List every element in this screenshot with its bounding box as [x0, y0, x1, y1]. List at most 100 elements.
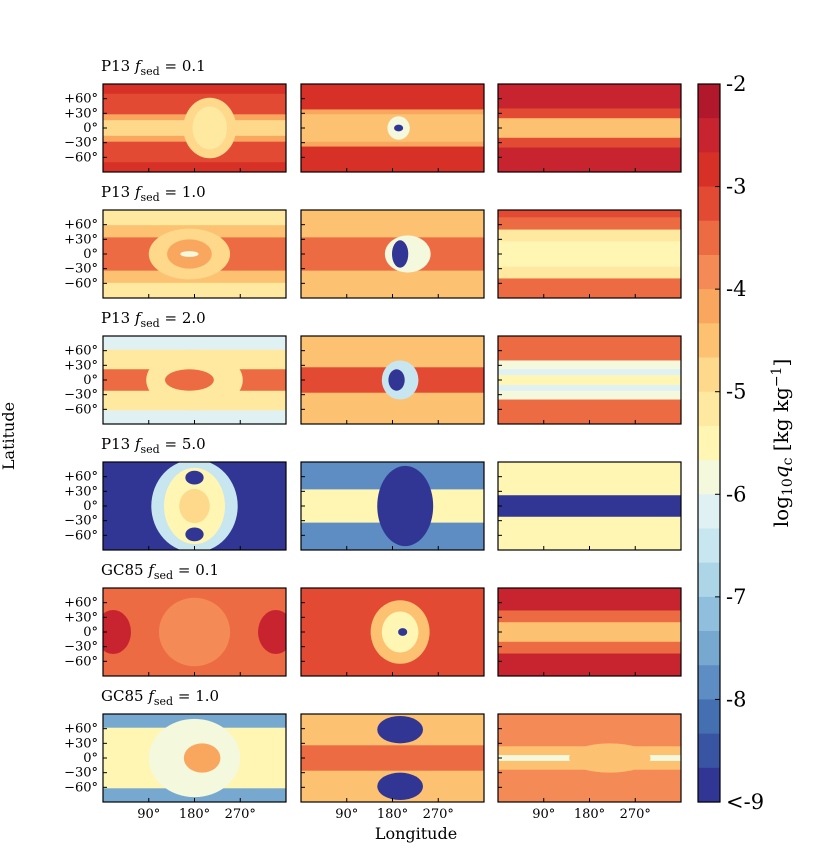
y-tick-label: +30°	[64, 484, 98, 499]
cloud-feature	[377, 715, 423, 744]
map-panel: +60°+30°0°−30°−60° 90° 180° 270°	[64, 713, 287, 822]
map-panel: 90° 180° 270°	[300, 713, 485, 822]
x-tick-label: 270°	[423, 807, 454, 822]
y-tick-label: −30°	[64, 262, 98, 277]
map-panel: +60°+30°0°−30°−60°	[64, 335, 287, 425]
row-fsed-subscript: sed	[154, 569, 173, 582]
map-panel: +60°+30°0°−30°−60°	[64, 461, 287, 551]
colorbar-segment	[698, 562, 720, 598]
row-fsed-subscript: sed	[141, 191, 160, 204]
map-panel	[300, 461, 485, 551]
colorbar-segment	[698, 733, 720, 769]
x-tick-label: 90°	[335, 807, 358, 822]
map-panel	[497, 335, 682, 425]
row-model-label: P13	[101, 435, 135, 453]
x-tick-label: 180°	[574, 807, 605, 822]
y-tick-label: −60°	[64, 150, 98, 165]
y-tick-label: 0°	[83, 121, 98, 136]
colorbar-label-units-sup: −1	[769, 367, 785, 388]
y-tick-label: +60°	[64, 218, 98, 233]
row-model-label: P13	[101, 183, 135, 201]
x-tick-label: 180°	[179, 807, 210, 822]
colorbar-segment	[698, 357, 720, 393]
cloud-feature	[180, 251, 199, 257]
row-fsed-subscript: sed	[141, 317, 160, 330]
map-panel	[300, 83, 485, 173]
cloud-feature	[394, 124, 404, 132]
y-tick-label: −30°	[64, 766, 98, 781]
y-tick-label: +60°	[64, 92, 98, 107]
latitude-band	[498, 375, 681, 385]
colorbar-segment	[698, 118, 720, 153]
colorbar-segment	[698, 289, 720, 324]
y-tick-label: +60°	[64, 344, 98, 359]
colorbar-label-q-sub: c	[780, 457, 796, 465]
colorbar-tick-label: -6	[726, 482, 746, 506]
map-panel: +60°+30°0°−30°−60°	[64, 587, 287, 677]
map-panel	[300, 209, 485, 299]
y-tick-label: −60°	[64, 780, 98, 795]
y-tick-label: 0°	[83, 751, 98, 766]
map-panel: +60°+30°0°−30°−60°	[64, 83, 287, 173]
y-tick-label: 0°	[83, 373, 98, 388]
colorbar-segment	[698, 596, 720, 632]
map-panel: 90° 180° 270°	[497, 713, 682, 822]
colorbar-tick-label: -3	[726, 175, 746, 199]
x-tick-label: 270°	[225, 807, 256, 822]
panel-row-title: GC85 fsed = 0.1	[101, 561, 219, 582]
y-tick-label: +30°	[64, 736, 98, 751]
y-tick-label: −60°	[64, 276, 98, 291]
colorbar-segment	[698, 425, 720, 461]
panel-row-title: P13 fsed = 2.0	[101, 309, 206, 330]
latitude-band	[498, 118, 681, 138]
latitude-band	[498, 622, 681, 642]
y-tick-label: +30°	[64, 106, 98, 121]
cloud-feature	[192, 106, 228, 150]
map-panel	[497, 83, 682, 173]
colorbar-segment	[698, 699, 720, 735]
row-fsed-value: = 5.0	[160, 435, 206, 453]
panel-row-title: P13 fsed = 5.0	[101, 435, 206, 456]
colorbar-label-end: ]	[769, 359, 793, 367]
colorbar-segment	[698, 494, 720, 530]
row-fsed-subscript: sed	[141, 65, 160, 78]
row-fsed-value: = 1.0	[160, 183, 206, 201]
cloud-feature	[398, 628, 408, 636]
cloud-feature	[258, 610, 286, 654]
y-tick-label: −30°	[64, 136, 98, 151]
map-panel	[497, 587, 682, 677]
map-panel	[300, 335, 485, 425]
row-model-label: GC85	[101, 687, 148, 705]
row-model-label: P13	[101, 57, 135, 75]
x-axis-label: Longitude	[375, 824, 457, 843]
y-tick-label: −30°	[64, 640, 98, 655]
cloud-feature	[589, 498, 661, 514]
row-fsed-value: = 1.0	[173, 687, 219, 705]
latitude-band	[103, 162, 286, 172]
colorbar-segment	[698, 631, 720, 666]
colorbar-segment	[698, 391, 720, 427]
colorbar-tick-label: -4	[726, 277, 746, 301]
colorbar-segment	[698, 152, 720, 188]
y-tick-label: +30°	[64, 232, 98, 247]
row-fsed-symbol: f	[134, 183, 143, 201]
cloud-feature	[103, 610, 131, 654]
cloud-feature	[158, 597, 231, 667]
colorbar-label-units: [kg kg	[769, 387, 793, 458]
cloud-feature	[388, 369, 405, 391]
colorbar-segment	[698, 84, 720, 119]
cloud-feature	[569, 743, 651, 773]
colorbar-segment	[698, 186, 720, 222]
colorbar-segment	[698, 220, 720, 256]
y-tick-label: +60°	[64, 722, 98, 737]
colorbar-tick-label: -8	[726, 687, 746, 711]
y-tick-label: +30°	[64, 610, 98, 625]
y-tick-label: 0°	[83, 247, 98, 262]
y-tick-label: −30°	[64, 388, 98, 403]
cloud-feature	[377, 772, 423, 801]
row-model-label: GC85	[101, 561, 148, 579]
panel-row-title: P13 fsed = 1.0	[101, 183, 206, 204]
row-fsed-symbol: f	[147, 561, 156, 579]
colorbar-label-q: q	[769, 465, 793, 478]
latitude-band	[103, 210, 286, 226]
